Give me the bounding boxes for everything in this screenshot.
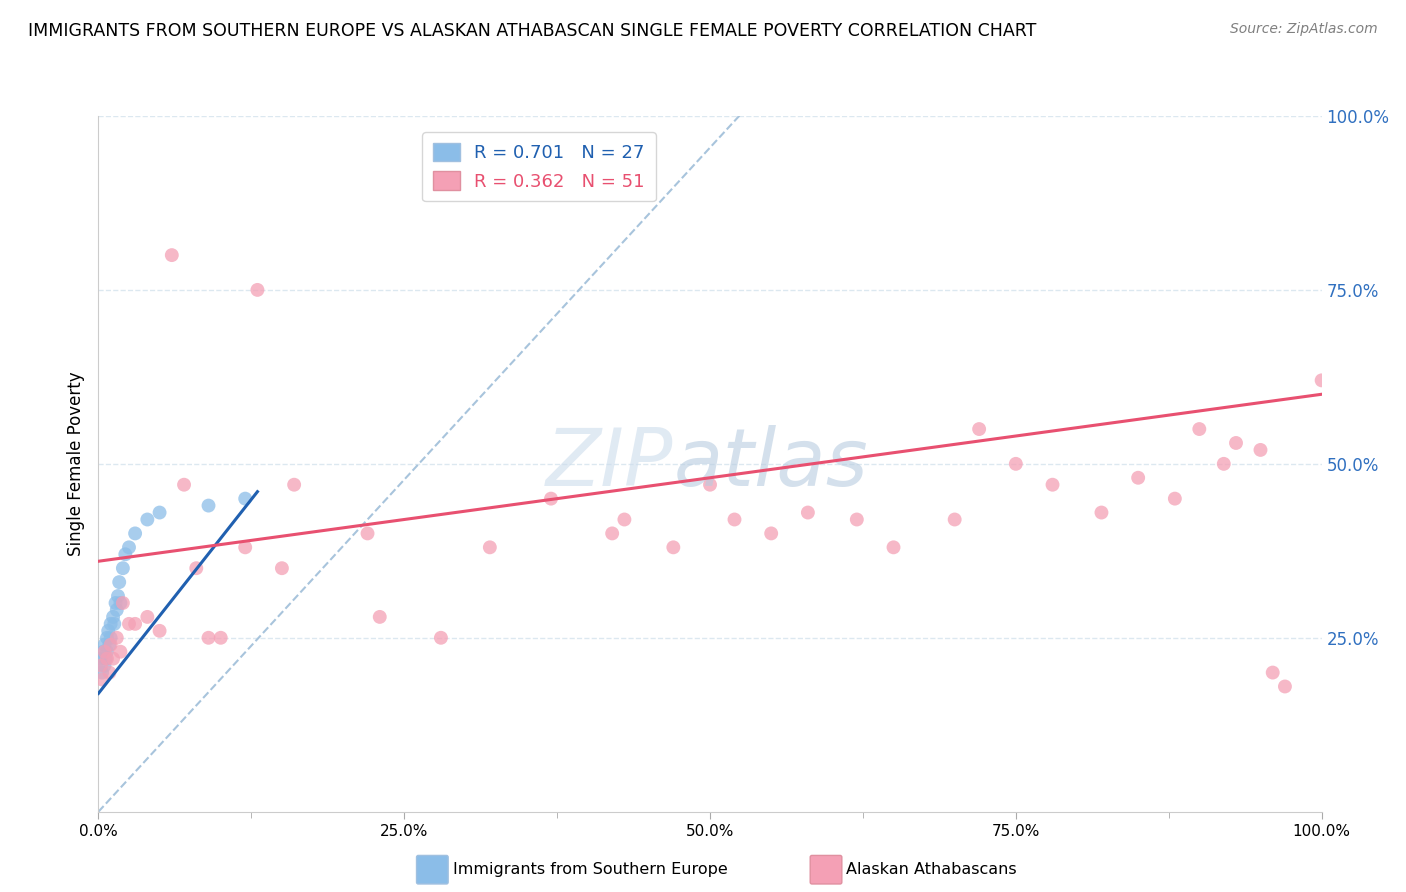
Point <box>98 638 121 652</box>
Point <box>93 645 115 659</box>
Point <box>723 512 745 526</box>
Point <box>967 422 990 436</box>
Point <box>540 491 562 506</box>
Point <box>149 506 172 520</box>
Point <box>97 624 120 638</box>
Point <box>103 616 125 631</box>
Point <box>90 651 112 665</box>
Text: ZIP: ZIP <box>546 425 673 503</box>
Point <box>368 610 391 624</box>
Point <box>270 561 294 575</box>
Point <box>108 575 131 590</box>
Point <box>101 610 124 624</box>
Point <box>111 596 134 610</box>
Point <box>943 512 966 526</box>
Point <box>246 283 269 297</box>
Point <box>1212 457 1234 471</box>
Point <box>96 631 118 645</box>
Point <box>1004 457 1026 471</box>
Legend: R = 0.701   N = 27, R = 0.362   N = 51: R = 0.701 N = 27, R = 0.362 N = 51 <box>422 132 655 202</box>
Point <box>1164 491 1187 506</box>
Point <box>186 561 208 575</box>
Point <box>478 541 501 555</box>
Point <box>136 512 159 526</box>
Point <box>91 645 114 659</box>
FancyBboxPatch shape <box>810 855 842 884</box>
Y-axis label: Single Female Poverty: Single Female Poverty <box>66 372 84 556</box>
Point <box>197 499 219 513</box>
Text: Alaskan Athabascans: Alaskan Athabascans <box>846 863 1017 877</box>
Point <box>209 631 232 645</box>
Point <box>107 589 129 603</box>
Point <box>1128 471 1150 485</box>
Point <box>110 596 132 610</box>
Text: atlas: atlas <box>673 425 868 503</box>
Point <box>1261 665 1284 680</box>
Point <box>124 616 146 631</box>
Point <box>149 624 172 638</box>
Point <box>111 561 134 575</box>
Point <box>114 547 136 561</box>
Point <box>197 631 219 645</box>
Point <box>1188 422 1211 436</box>
Point <box>430 631 453 645</box>
Point <box>136 610 159 624</box>
Point <box>110 645 132 659</box>
Point <box>845 512 868 526</box>
Point <box>105 603 128 617</box>
Point <box>613 512 636 526</box>
Point <box>91 673 114 687</box>
Point <box>124 526 146 541</box>
Point <box>797 506 820 520</box>
Point <box>1225 436 1247 450</box>
Point <box>283 477 305 491</box>
Point <box>118 616 141 631</box>
Point <box>91 665 114 680</box>
Point <box>94 651 117 665</box>
Point <box>883 541 905 555</box>
Point <box>761 526 783 541</box>
Point <box>100 631 122 645</box>
Point <box>160 248 183 262</box>
FancyBboxPatch shape <box>416 855 449 884</box>
Text: IMMIGRANTS FROM SOUTHERN EUROPE VS ALASKAN ATHABASCAN SINGLE FEMALE POVERTY CORR: IMMIGRANTS FROM SOUTHERN EUROPE VS ALASK… <box>28 22 1036 40</box>
Point <box>662 541 685 555</box>
Point <box>93 638 115 652</box>
Point <box>96 645 118 659</box>
Text: Source: ZipAtlas.com: Source: ZipAtlas.com <box>1230 22 1378 37</box>
Point <box>173 477 195 491</box>
Point <box>1090 506 1112 520</box>
Point <box>1310 373 1333 387</box>
Point <box>100 638 122 652</box>
Point <box>600 526 623 541</box>
Point <box>1274 680 1296 694</box>
Point <box>356 526 378 541</box>
Point <box>1042 477 1064 491</box>
Text: Immigrants from Southern Europe: Immigrants from Southern Europe <box>453 863 727 877</box>
Point <box>96 651 118 665</box>
Point <box>233 541 256 555</box>
Point <box>233 491 256 506</box>
Point <box>105 631 128 645</box>
Point <box>90 658 112 673</box>
Point <box>104 596 127 610</box>
Point <box>101 651 124 665</box>
Point <box>98 665 121 680</box>
Point <box>93 658 115 673</box>
Point <box>699 477 721 491</box>
Point <box>1249 442 1271 457</box>
Point <box>118 541 141 555</box>
Point <box>100 616 122 631</box>
